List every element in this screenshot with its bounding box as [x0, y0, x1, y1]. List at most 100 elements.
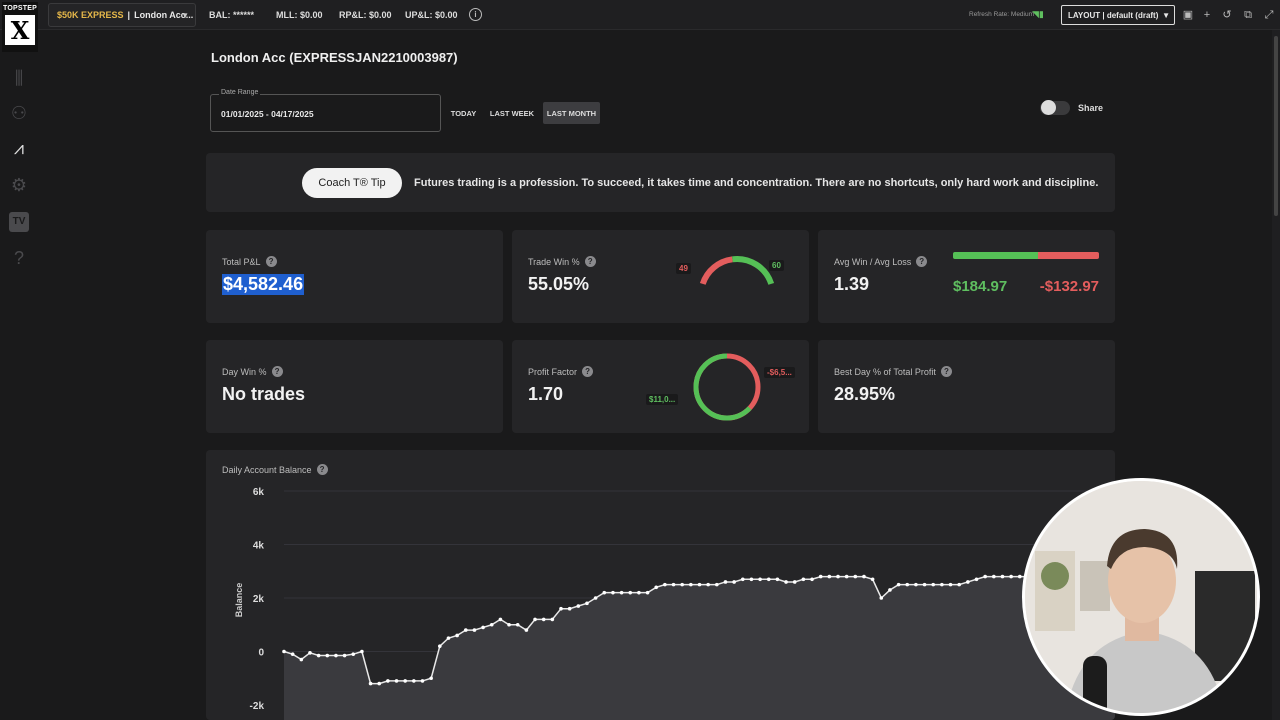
- page-scrollbar[interactable]: [1272, 30, 1280, 720]
- balance-point[interactable]: [775, 577, 780, 582]
- balance-point[interactable]: [853, 574, 858, 579]
- balance-point[interactable]: [766, 577, 771, 582]
- balance-point[interactable]: [862, 574, 866, 579]
- balance-point[interactable]: [740, 577, 745, 582]
- balance-point[interactable]: [438, 644, 442, 648]
- balance-point[interactable]: [463, 628, 468, 632]
- balance-point[interactable]: [992, 574, 996, 579]
- balance-point[interactable]: [299, 657, 304, 662]
- balance-point[interactable]: [914, 582, 918, 587]
- trending-icon[interactable]: ⩘: [13, 138, 25, 158]
- balance-point[interactable]: [524, 628, 529, 632]
- balance-point[interactable]: [896, 582, 901, 587]
- balance-point[interactable]: [290, 652, 295, 656]
- balance-point[interactable]: [282, 649, 286, 654]
- balance-point[interactable]: [429, 676, 433, 681]
- balance-point[interactable]: [689, 582, 693, 587]
- today-button[interactable]: TODAY: [450, 108, 477, 118]
- balance-point[interactable]: [758, 577, 762, 582]
- question-icon[interactable]: ?: [265, 256, 277, 267]
- balance-point[interactable]: [706, 582, 710, 587]
- balance-point[interactable]: [351, 652, 356, 656]
- question-icon[interactable]: ?: [316, 464, 328, 475]
- balance-point[interactable]: [879, 596, 884, 600]
- balance-point[interactable]: [541, 617, 546, 622]
- balance-point[interactable]: [836, 574, 840, 579]
- balance-point[interactable]: [818, 574, 823, 579]
- balance-point[interactable]: [1017, 574, 1022, 579]
- balance-point[interactable]: [931, 582, 936, 587]
- balance-point[interactable]: [533, 617, 537, 622]
- balance-point[interactable]: [792, 580, 797, 584]
- balance-point[interactable]: [966, 580, 970, 584]
- balance-point[interactable]: [611, 590, 615, 595]
- balance-point[interactable]: [957, 582, 961, 587]
- balance-point[interactable]: [827, 574, 832, 579]
- balance-point[interactable]: [1000, 574, 1005, 579]
- balance-point[interactable]: [948, 582, 953, 587]
- balance-point[interactable]: [316, 653, 321, 658]
- balance-point[interactable]: [559, 606, 563, 611]
- balance-point[interactable]: [472, 628, 477, 632]
- balance-point[interactable]: [723, 580, 728, 584]
- balance-point[interactable]: [515, 622, 520, 627]
- gear-icon[interactable]: ⚙: [10, 175, 28, 195]
- coach-tip-button[interactable]: Coach T® Tip: [302, 168, 402, 198]
- balance-point[interactable]: [394, 679, 399, 683]
- balance-point[interactable]: [377, 681, 382, 686]
- balance-point[interactable]: [593, 596, 598, 600]
- scrollbar-thumb[interactable]: [1274, 36, 1278, 216]
- question-icon[interactable]: ?: [584, 256, 596, 267]
- balance-point[interactable]: [567, 606, 572, 611]
- balance-point[interactable]: [940, 582, 944, 587]
- balance-point[interactable]: [498, 617, 503, 622]
- balance-point[interactable]: [1009, 574, 1013, 579]
- balance-point[interactable]: [403, 679, 407, 683]
- balance-point[interactable]: [602, 590, 607, 595]
- balance-point[interactable]: [386, 679, 390, 683]
- balance-point[interactable]: [732, 580, 736, 584]
- balance-point[interactable]: [801, 577, 806, 582]
- balance-point[interactable]: [368, 681, 373, 686]
- balance-point[interactable]: [334, 653, 338, 658]
- balance-point[interactable]: [489, 622, 494, 627]
- last-month-button[interactable]: LAST MONTH: [543, 102, 600, 124]
- balance-point[interactable]: [446, 636, 451, 640]
- balance-point[interactable]: [784, 580, 788, 584]
- info-icon[interactable]: i: [469, 8, 482, 21]
- users-icon[interactable]: ⚇: [10, 103, 28, 123]
- fullscreen-icon[interactable]: ⤢: [1264, 9, 1274, 21]
- balance-point[interactable]: [360, 649, 364, 654]
- balance-point[interactable]: [507, 622, 511, 627]
- question-icon[interactable]: ?: [582, 366, 594, 377]
- balance-point[interactable]: [749, 577, 754, 582]
- balance-point[interactable]: [680, 582, 684, 587]
- balance-point[interactable]: [922, 582, 927, 587]
- topstep-logo[interactable]: TOPSTEP X: [2, 2, 38, 52]
- balance-point[interactable]: [342, 653, 347, 658]
- balance-point[interactable]: [888, 588, 892, 592]
- share-toggle[interactable]: [1040, 100, 1070, 115]
- date-range-field[interactable]: Date Range 01/01/2025 - 04/17/2025: [210, 89, 441, 132]
- balance-point[interactable]: [637, 590, 641, 595]
- balance-point[interactable]: [974, 577, 979, 582]
- balance-point[interactable]: [455, 633, 459, 638]
- balance-point[interactable]: [550, 617, 555, 622]
- balance-point[interactable]: [645, 590, 650, 595]
- balance-point[interactable]: [715, 582, 719, 587]
- save-icon[interactable]: ▣: [1182, 9, 1194, 21]
- balance-point[interactable]: [810, 577, 814, 582]
- add-icon[interactable]: +: [1203, 9, 1211, 21]
- question-icon[interactable]: ?: [916, 256, 928, 267]
- balance-point[interactable]: [697, 582, 702, 587]
- undo-icon[interactable]: ↺: [1222, 9, 1232, 21]
- balance-point[interactable]: [481, 625, 485, 630]
- balance-point[interactable]: [654, 585, 659, 590]
- balance-point[interactable]: [663, 582, 667, 587]
- balance-point[interactable]: [905, 582, 910, 587]
- balance-point[interactable]: [619, 590, 624, 595]
- balance-point[interactable]: [308, 651, 312, 655]
- tv-icon[interactable]: TV: [9, 212, 29, 232]
- balance-point[interactable]: [870, 577, 875, 582]
- balance-point[interactable]: [412, 679, 416, 683]
